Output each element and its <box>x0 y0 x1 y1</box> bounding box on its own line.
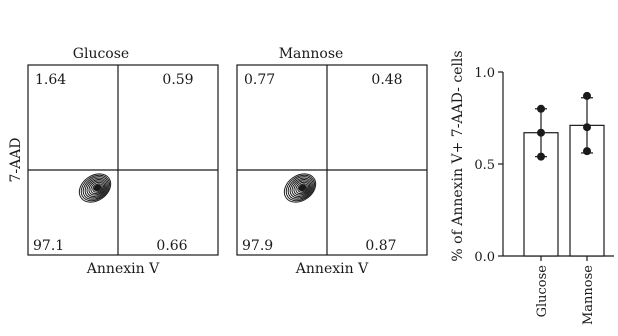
flow-plot-glucose: Glucose 1.64 0.59 97.1 0.66 Annexin V 7-… <box>8 46 219 277</box>
bar-y-axis-title: % of Annexin V+ 7-AAD- cells <box>450 50 466 261</box>
quadrant-top-right: 0.59 <box>162 72 193 88</box>
contour-line <box>283 173 317 203</box>
quadrant-top-right: 0.48 <box>371 72 402 88</box>
panel-title-glucose: Glucose <box>73 46 129 62</box>
contour-line <box>86 178 107 197</box>
y-tick-label: 0.0 <box>474 250 495 265</box>
contour-core <box>298 184 306 191</box>
contour-line <box>90 181 104 195</box>
contour-line <box>84 177 108 199</box>
bar-chart: % of Annexin V+ 7-AAD- cells 0.0 0.5 1.0 G… <box>450 50 614 325</box>
contour-line <box>293 180 311 196</box>
contour-line <box>289 177 313 199</box>
quadrant-top-left: 0.77 <box>244 72 275 88</box>
x-category-labels: Glucose Mannose <box>535 256 596 325</box>
quadrant-top-left: 1.64 <box>35 72 66 88</box>
data-point <box>583 123 591 132</box>
plot-frame <box>236 64 428 256</box>
data-point <box>537 104 545 113</box>
quadrant-bottom-right: 0.87 <box>365 238 396 254</box>
bars <box>523 91 605 257</box>
data-point <box>537 128 545 137</box>
y-tick-label: 1.0 <box>474 66 495 81</box>
contour-line <box>88 180 106 196</box>
x-category-label-mannose: Mannose <box>581 265 596 325</box>
contour-line <box>297 183 308 193</box>
quadrant-bottom-left: 97.9 <box>242 238 273 254</box>
contour-line <box>295 181 309 195</box>
quadrant-bottom-left: 97.1 <box>33 238 64 254</box>
contour-line <box>92 183 103 193</box>
x-category-label-glucose: Glucose <box>535 265 550 318</box>
data-point <box>583 147 591 156</box>
panel-title-mannose: Mannose <box>279 46 344 62</box>
data-point <box>537 152 545 161</box>
y-axis-title: 7-AAD <box>8 137 24 182</box>
flow-plot-mannose: Mannose 0.77 0.48 97.9 0.87 Annexin V <box>236 46 428 277</box>
contour-line <box>80 174 110 202</box>
plot-frame <box>27 64 219 256</box>
quadrant-bottom-right: 0.66 <box>156 238 187 254</box>
x-axis-title: Annexin V <box>295 261 369 277</box>
y-ticks: 0.0 0.5 1.0 <box>474 66 503 265</box>
x-axis-title: Annexin V <box>86 261 160 277</box>
contour-core <box>93 184 101 191</box>
contour-line <box>78 173 112 203</box>
cell-population-contours <box>78 173 112 203</box>
contour-line <box>287 176 314 200</box>
contour-line <box>82 176 109 200</box>
contour-line <box>285 174 315 202</box>
y-tick-label: 0.5 <box>474 158 495 173</box>
contour-line <box>291 178 312 197</box>
cell-population-contours <box>283 173 317 203</box>
data-point <box>583 91 591 100</box>
